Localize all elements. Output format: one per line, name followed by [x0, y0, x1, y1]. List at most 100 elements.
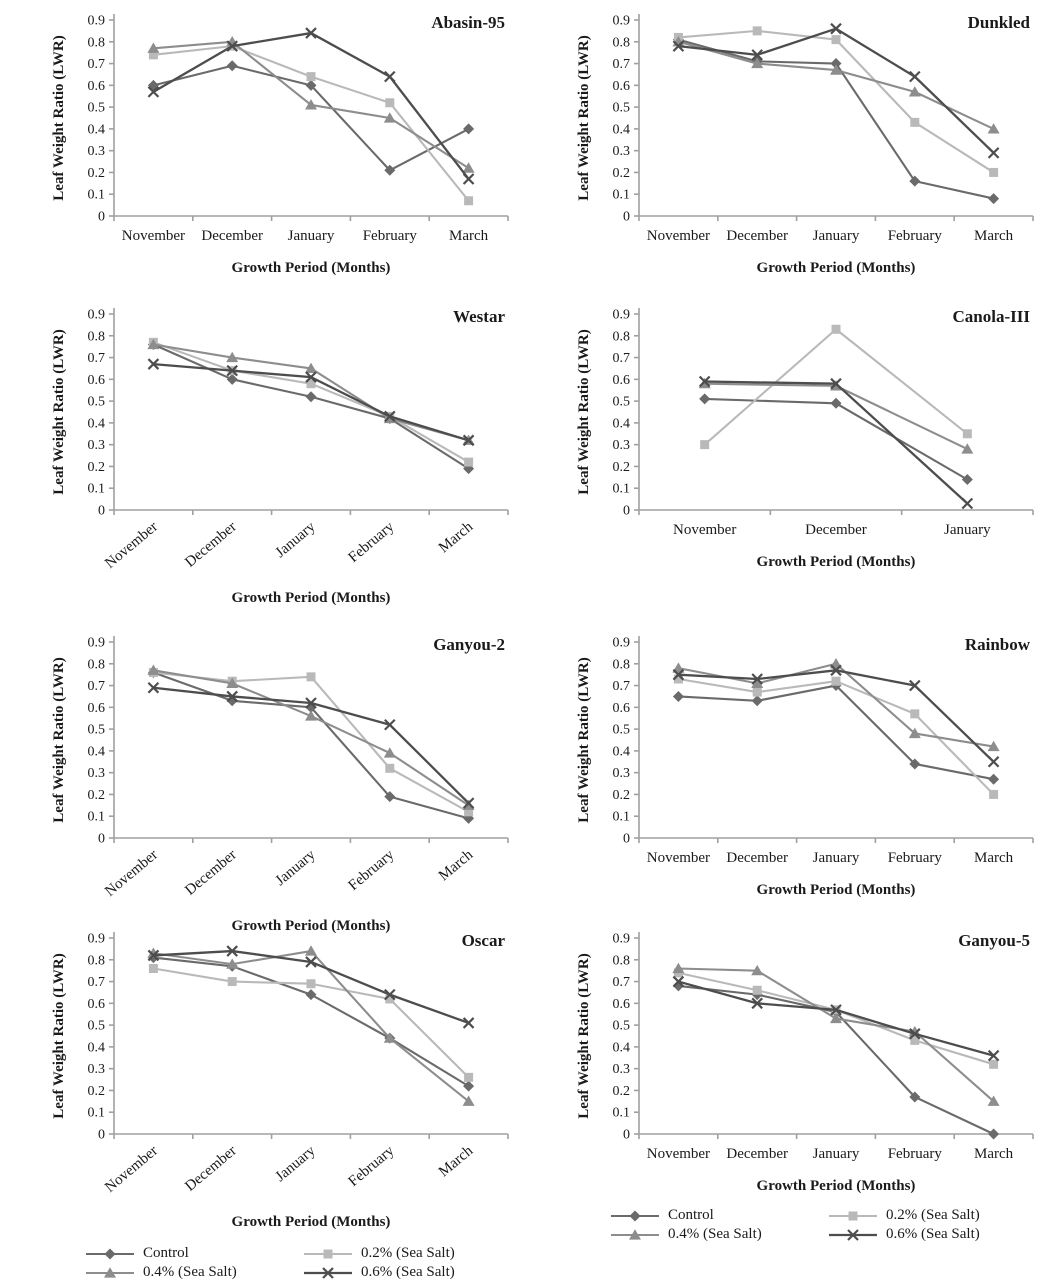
- series-0-2-sea-salt-: [148, 963, 474, 1082]
- diamond-marker: [988, 1128, 1000, 1140]
- y-axis: 0 0.1 0.2 0.3 0.4 0.5 0.6 0.7 0.8 0.9: [88, 308, 115, 519]
- x-marker: [147, 358, 160, 370]
- x-marker: [305, 27, 317, 39]
- diamond-marker: [909, 175, 921, 187]
- y-axis-title: Leaf Weight Ratio (LWR): [51, 329, 67, 494]
- x-tick-label: March: [974, 228, 1014, 244]
- y-tick-label: 0.2: [613, 166, 631, 181]
- square-marker: [148, 963, 158, 973]
- diamond-marker: [988, 773, 1000, 785]
- x-axis-title: Growth Period (Months): [232, 260, 391, 276]
- x-tick-label: December: [201, 228, 263, 244]
- triangle-marker: [908, 86, 921, 97]
- y-tick-label: 0.5: [88, 101, 106, 116]
- x-marker: [384, 410, 396, 423]
- triangle-marker: [830, 1012, 842, 1024]
- cell-westar: 0 0.1 0.2 0.3 0.4 0.5 0.6 0.7 0.8 0.9 November Dece…: [50, 300, 520, 628]
- y-tick-label: 0: [623, 832, 630, 847]
- chart-title: Canola-III: [953, 307, 1031, 326]
- triangle-marker: [104, 1266, 116, 1278]
- triangle-marker: [987, 740, 1000, 752]
- x-marker: [462, 173, 475, 185]
- triangle-marker: [383, 1032, 396, 1043]
- legend-swatch: [86, 1266, 134, 1278]
- series-line: [678, 967, 995, 1103]
- series-0-6-sea-salt-: [147, 27, 475, 185]
- y-tick-label: 0.9: [613, 636, 631, 651]
- x-marker: [751, 49, 763, 61]
- x-marker: [147, 86, 160, 98]
- y-tick-label: 0.3: [88, 766, 106, 781]
- triangle-marker: [226, 958, 239, 969]
- y-axis-title: Leaf Weight Ratio (LWR): [51, 953, 67, 1118]
- series-line: [678, 27, 995, 154]
- diamond-marker: [751, 695, 763, 707]
- triangle-marker: [147, 338, 160, 350]
- y-tick-label: 0.8: [88, 953, 106, 968]
- chart-title: Westar: [453, 307, 505, 326]
- square-marker: [464, 196, 474, 206]
- y-tick-label: 0.5: [88, 723, 106, 738]
- y-tick-label: 0.8: [88, 657, 106, 672]
- series-0-4-sea-salt-: [672, 962, 1000, 1106]
- square-marker: [385, 98, 395, 108]
- cell-dunkled: 0 0.1 0.2 0.3 0.4 0.5 0.6 0.7 0.8 0.9 November Dece…: [575, 6, 1045, 300]
- x-marker: [961, 497, 974, 510]
- cell-ganyou-2: 0 0.1 0.2 0.3 0.4 0.5 0.6 0.7 0.8 0.9 November Dece…: [50, 628, 520, 934]
- legend-left: Control 0.2% (Sea Salt) 0.4% (Sea Salt) 0.6…: [86, 1245, 520, 1281]
- series-0-2-sea-salt-: [148, 667, 474, 817]
- legend-item-control: Control: [611, 1207, 829, 1224]
- y-tick-label: 0.5: [88, 1019, 106, 1034]
- legend-label: 0.2% (Sea Salt): [361, 1245, 455, 1261]
- x-marker: [672, 975, 685, 988]
- x-axis: November December January February March: [638, 837, 1034, 866]
- y-tick-label: 0.5: [613, 101, 631, 116]
- chart-canola-iii: 0 0.1 0.2 0.3 0.4 0.5 0.6 0.7 0.8 0.9 November Dece…: [575, 300, 1045, 579]
- y-tick-label: 0.9: [88, 932, 106, 947]
- x-tick-label: February: [346, 846, 398, 893]
- y-tick-label: 0: [98, 210, 105, 225]
- y-axis-title: Leaf Weight Ratio (LWR): [576, 953, 592, 1118]
- y-tick-label: 0.9: [88, 636, 106, 651]
- triangle-marker: [226, 677, 239, 688]
- y-tick-label: 0.3: [88, 438, 106, 453]
- diamond-marker: [226, 695, 238, 707]
- y-tick-label: 0: [98, 832, 105, 847]
- triangle-marker: [751, 677, 764, 688]
- chart-svg-rainbow: 0 0.1 0.2 0.3 0.4 0.5 0.6 0.7 0.8 0.9 November Dece…: [576, 635, 1034, 898]
- x-marker: [830, 22, 842, 35]
- x-marker: [226, 690, 238, 703]
- y-tick-label: 0.2: [88, 1084, 106, 1099]
- diamond-marker: [305, 391, 317, 403]
- x-marker: [462, 1017, 475, 1029]
- legend-swatch: [304, 1249, 352, 1258]
- square-marker: [910, 117, 920, 127]
- triangle-marker: [987, 123, 1000, 134]
- series-line: [153, 950, 470, 1103]
- y-tick-label: 0.9: [88, 14, 106, 29]
- diamond-marker: [909, 1091, 921, 1103]
- diamond-marker: [305, 989, 317, 1001]
- y-tick-label: 0.9: [88, 308, 106, 323]
- x-axis: November December January: [638, 509, 1034, 538]
- chart-westar: 0 0.1 0.2 0.3 0.4 0.5 0.6 0.7 0.8 0.9 November Dece…: [50, 300, 520, 617]
- legend-right: Control 0.2% (Sea Salt) 0.4% (Sea Salt) 0.6…: [611, 1207, 1045, 1243]
- series-control: [699, 393, 973, 486]
- diamond-marker: [463, 123, 475, 135]
- x-tick-label: January: [813, 228, 860, 244]
- y-tick-label: 0.7: [613, 57, 631, 72]
- y-tick-label: 0: [98, 1128, 105, 1143]
- y-tick-label: 0.4: [613, 744, 631, 759]
- legend-item-0-6-sea-salt-: 0.6% (Sea Salt): [304, 1264, 522, 1281]
- y-tick-label: 0.7: [613, 679, 631, 694]
- series-line: [153, 671, 469, 820]
- x-marker: [305, 371, 317, 383]
- chart-abasin-95: 0 0.1 0.2 0.3 0.4 0.5 0.6 0.7 0.8 0.9 November Dece…: [50, 6, 520, 285]
- y-tick-label: 0.1: [88, 1106, 106, 1121]
- y-tick-label: 0.6: [613, 373, 631, 388]
- square-marker: [464, 1072, 474, 1082]
- x-marker: [462, 434, 475, 447]
- legend-item-0-4-sea-salt-: 0.4% (Sea Salt): [86, 1264, 304, 1281]
- x-marker: [909, 1028, 921, 1040]
- diamond-marker: [305, 79, 317, 91]
